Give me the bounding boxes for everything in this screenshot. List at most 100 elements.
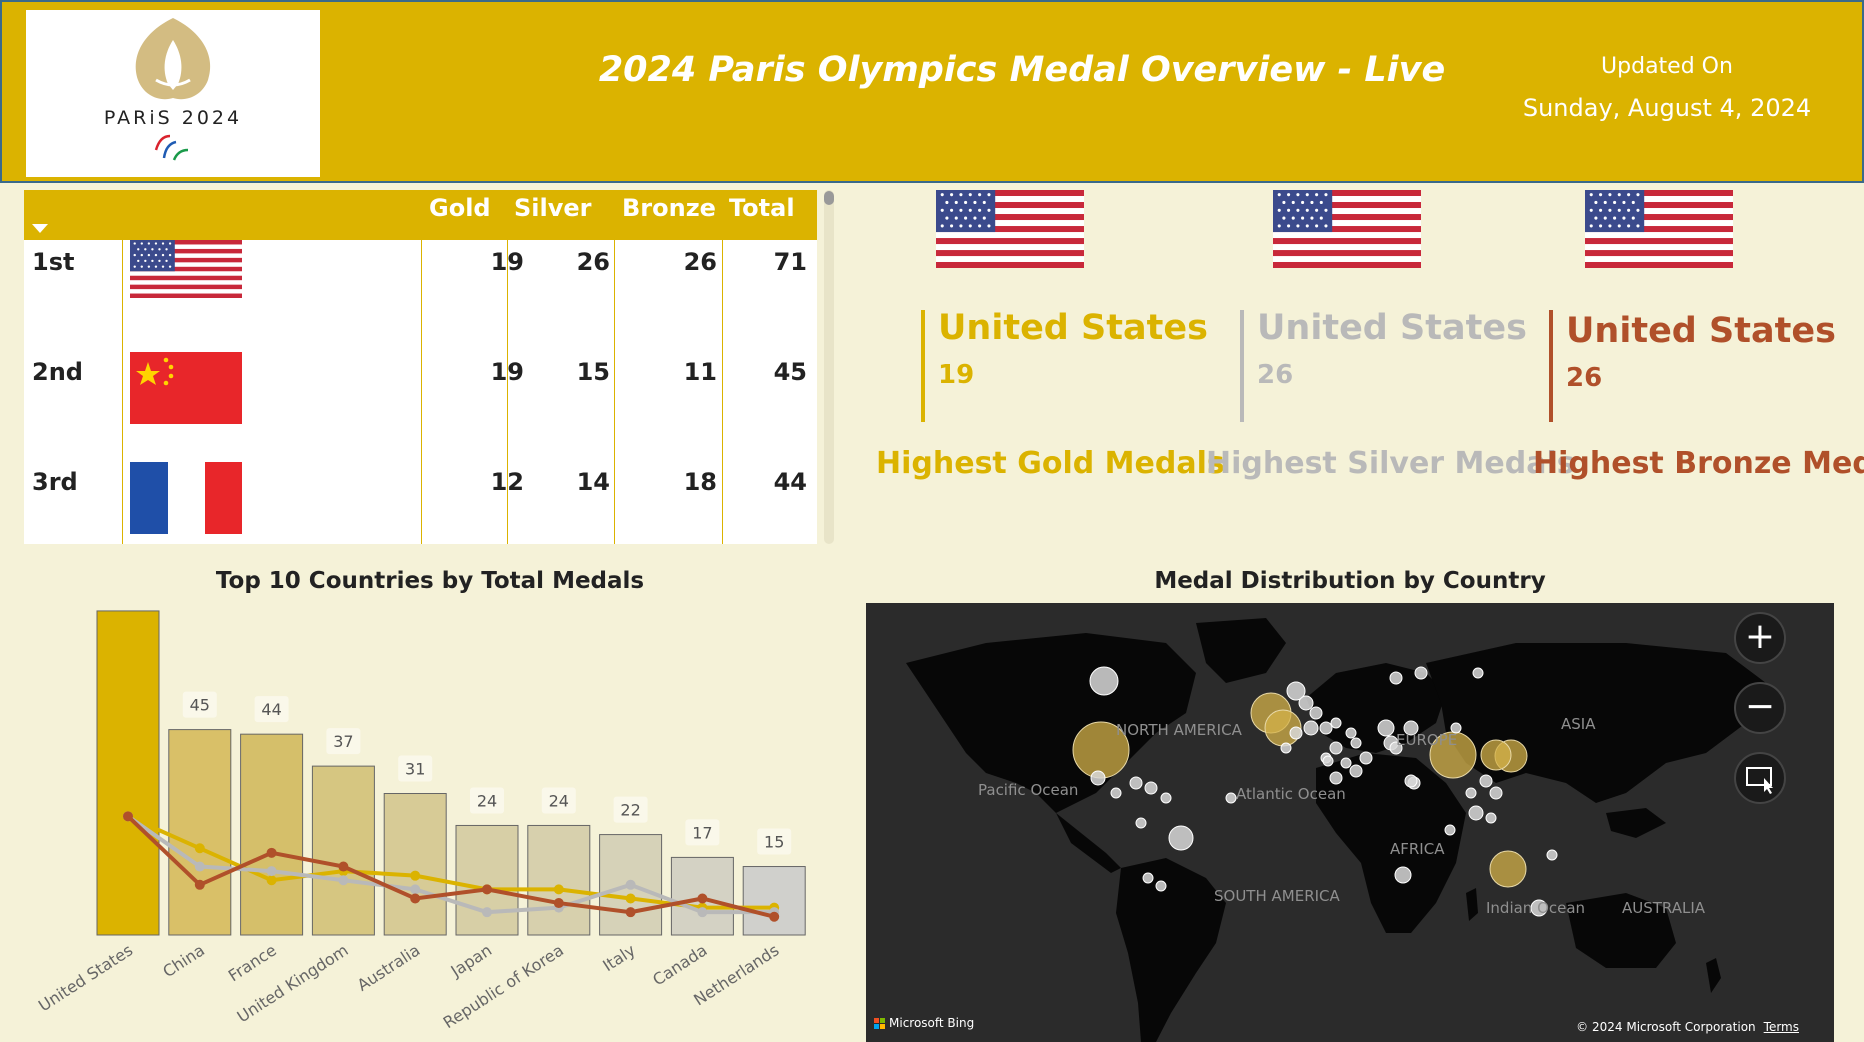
column-divider [722, 240, 723, 544]
table-row[interactable]: 1st 19 26 26 71 [24, 240, 817, 350]
column-divider [122, 240, 123, 544]
chart-bar[interactable] [742, 866, 806, 936]
total-count: 71 [773, 248, 807, 276]
updated-on-label: Updated On [1601, 54, 1733, 79]
silver-count: 15 [576, 358, 610, 386]
map-label-asia: ASIA [1561, 715, 1596, 733]
series-line [126, 814, 775, 919]
silver-kpi-caption: Highest Silver Medals [1206, 446, 1575, 481]
data-label: 45 [190, 696, 210, 715]
column-header-gold[interactable]: Gold [429, 194, 491, 222]
data-label: 17 [692, 823, 712, 842]
column-header-total[interactable]: Total [729, 194, 795, 222]
series-point [553, 898, 564, 909]
bronze-kpi-caption: Highest Bronze Medals [1533, 446, 1864, 481]
copyright-text: © 2024 Microsoft Corporation [1576, 1020, 1756, 1034]
data-label-box [757, 828, 792, 855]
map-label-pacific-ocean: Pacific Ocean [978, 781, 1079, 799]
series-point [697, 907, 708, 918]
data-label-box [613, 796, 648, 823]
series-point [769, 911, 780, 922]
data-label: 24 [477, 791, 497, 810]
table-header: Gold Silver Bronze Total [24, 190, 817, 240]
map-label-africa: AFRICA [1390, 840, 1445, 858]
united-states-flag [1273, 190, 1421, 268]
medal-distribution-map[interactable]: NORTH AMERICA Pacific Ocean Atlantic Oce… [866, 603, 1834, 1042]
chart-title: Top 10 Countries by Total Medals [215, 568, 645, 594]
silver-count: 26 [576, 248, 610, 276]
select-area-button[interactable] [1734, 752, 1786, 804]
map-label-australia: AUSTRALIA [1622, 899, 1706, 917]
chart-bar[interactable] [168, 729, 232, 936]
select-cursor-icon [1746, 767, 1773, 794]
header-banner: PARiS 2024 2024 Paris Olympics Medal Ove… [0, 0, 1864, 183]
bing-label: Microsoft Bing [889, 1016, 975, 1030]
series-point [553, 884, 564, 895]
chart-bar[interactable] [311, 765, 375, 936]
bing-attribution: Microsoft Bing [874, 1016, 974, 1030]
category-label: France [225, 940, 280, 985]
table-scrollbar-thumb[interactable] [824, 191, 834, 205]
medal-table: Gold Silver Bronze Total 1st [24, 190, 817, 544]
gold-leader-value: 19 [938, 360, 975, 390]
chart-bar[interactable] [455, 824, 519, 936]
chart-bar[interactable] [383, 793, 447, 936]
data-label-box [182, 691, 217, 718]
map-label-atlantic-ocean: Atlantic Ocean [1236, 785, 1346, 803]
map-label-south-america: SOUTH AMERICA [1214, 887, 1340, 905]
microsoft-logo-icon [874, 1017, 886, 1030]
data-label-box [541, 787, 576, 814]
terms-link[interactable]: Terms [1763, 1020, 1799, 1034]
sort-arrow-icon[interactable] [32, 224, 48, 233]
page-title: 2024 Paris Olympics Medal Overview - Liv… [598, 50, 1446, 90]
table-scrollbar[interactable] [824, 190, 834, 544]
rank-label: 1st [32, 248, 75, 276]
map-label-north-america: NORTH AMERICA [1116, 721, 1242, 739]
series-line [127, 814, 775, 910]
series-point [123, 811, 133, 822]
gold-leader-country: United States [938, 308, 1208, 348]
gold-count: 12 [490, 468, 524, 496]
data-label-box [470, 787, 504, 814]
data-label-box [398, 755, 433, 782]
silver-count: 14 [576, 468, 610, 496]
silver-leader-value: 26 [1257, 360, 1294, 390]
table-row[interactable]: 3rd 12 14 18 44 [24, 460, 817, 570]
chart-bar[interactable] [96, 610, 160, 936]
table-row[interactable]: 2nd 19 15 11 45 [24, 350, 817, 460]
column-divider [507, 240, 508, 544]
bronze-leader-value: 26 [1566, 363, 1603, 393]
column-header-bronze[interactable]: Bronze [622, 194, 716, 222]
series-point [625, 893, 636, 904]
map-label-indian-ocean: Indian Ocean [1486, 899, 1586, 917]
series-point [482, 884, 492, 895]
series-point [194, 879, 205, 890]
rank-label: 2nd [32, 358, 83, 386]
series-point [338, 861, 349, 872]
bronze-count: 18 [683, 468, 717, 496]
data-label: 15 [764, 833, 784, 852]
series-point [625, 879, 636, 890]
total-count: 45 [773, 358, 807, 386]
bronze-leader-country: United States [1566, 311, 1836, 351]
category-label: United States [35, 940, 136, 1015]
series-point [266, 866, 277, 877]
chart-bar[interactable] [527, 824, 591, 936]
data-label: 24 [549, 791, 569, 810]
zoom-in-button[interactable]: + [1734, 612, 1786, 664]
series-point [266, 875, 277, 886]
united-states-flag [1585, 190, 1733, 268]
china-flag [130, 352, 242, 424]
paris-2024-logo: PARiS 2024 [26, 10, 320, 177]
gold-kpi-caption: Highest Gold Medals [876, 446, 1225, 481]
category-label: Italy [599, 940, 638, 975]
data-label-box [254, 696, 289, 723]
logo-wordmark: PARiS 2024 [103, 107, 243, 129]
united-states-flag [130, 240, 242, 298]
series-point [194, 861, 205, 872]
zoom-out-button[interactable]: − [1734, 682, 1786, 734]
column-header-silver[interactable]: Silver [514, 194, 592, 222]
category-label: Australia [354, 940, 424, 994]
chart-bar[interactable] [240, 733, 304, 936]
